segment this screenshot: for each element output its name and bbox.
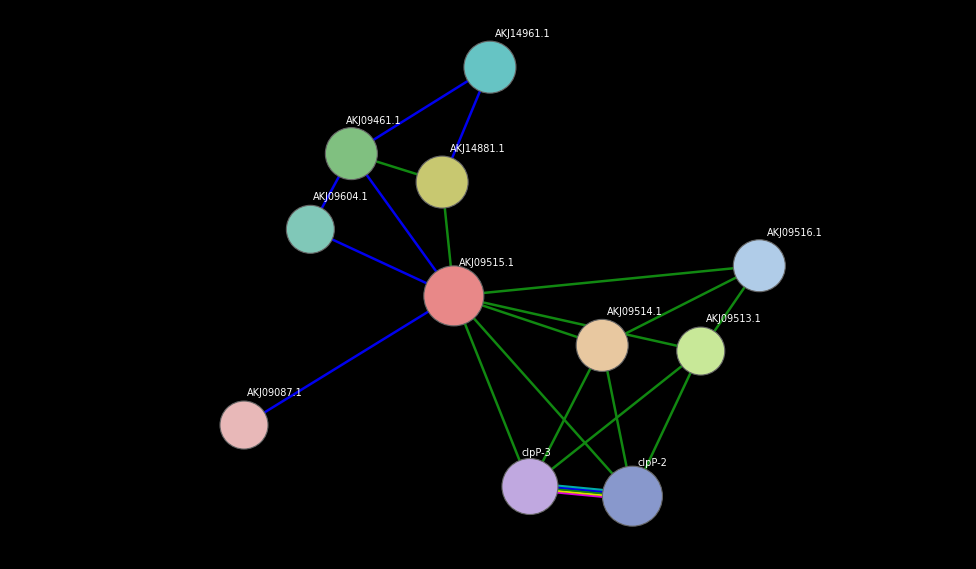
Text: AKJ09087.1: AKJ09087.1 xyxy=(247,388,303,398)
Text: AKJ09514.1: AKJ09514.1 xyxy=(607,307,663,318)
Text: AKJ09604.1: AKJ09604.1 xyxy=(313,192,369,203)
Text: AKJ14961.1: AKJ14961.1 xyxy=(495,29,550,39)
Circle shape xyxy=(424,266,484,326)
Text: AKJ09516.1: AKJ09516.1 xyxy=(767,228,823,238)
Circle shape xyxy=(576,319,629,372)
Text: AKJ09515.1: AKJ09515.1 xyxy=(459,258,514,268)
Circle shape xyxy=(325,127,378,180)
Text: clpP-2: clpP-2 xyxy=(637,458,668,468)
Text: AKJ09513.1: AKJ09513.1 xyxy=(706,314,761,324)
Circle shape xyxy=(502,459,558,514)
Circle shape xyxy=(602,466,663,526)
Circle shape xyxy=(416,156,468,208)
Circle shape xyxy=(286,205,335,253)
Text: clpP-3: clpP-3 xyxy=(522,448,551,459)
Circle shape xyxy=(464,41,516,93)
Circle shape xyxy=(676,327,725,375)
Circle shape xyxy=(733,240,786,292)
Circle shape xyxy=(220,401,268,449)
Text: AKJ09461.1: AKJ09461.1 xyxy=(346,116,402,126)
Text: AKJ14881.1: AKJ14881.1 xyxy=(450,144,506,154)
